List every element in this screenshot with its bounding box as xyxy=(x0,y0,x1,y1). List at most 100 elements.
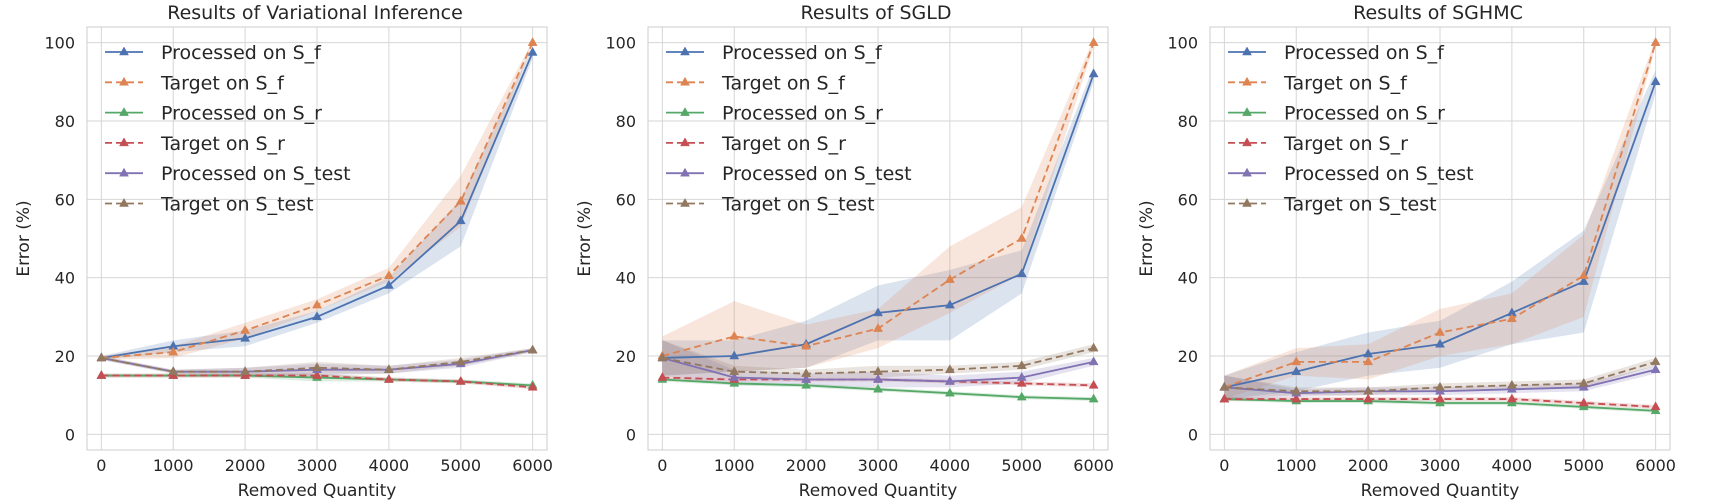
legend-marker xyxy=(1242,167,1252,177)
x-tick-label: 2000 xyxy=(1348,456,1389,475)
data-point xyxy=(873,373,883,383)
legend-label: Target on S_r xyxy=(1283,133,1408,155)
y-tick-label: 100 xyxy=(1167,34,1198,53)
data-point xyxy=(944,375,955,385)
y-tick-label: 20 xyxy=(616,347,636,366)
legend-marker xyxy=(1242,76,1252,86)
confidence-band-6 xyxy=(1224,357,1656,400)
y-tick-label: 60 xyxy=(1178,190,1198,209)
data-point xyxy=(383,279,394,289)
data-point xyxy=(1578,276,1589,285)
data-point xyxy=(1088,68,1099,78)
legend-label: Target on S_test xyxy=(721,194,875,216)
y-tick-label: 20 xyxy=(55,347,75,366)
x-tick-label: 6000 xyxy=(1635,456,1676,475)
data-point xyxy=(455,215,466,225)
data-point xyxy=(1435,326,1445,336)
y-tick-label: 80 xyxy=(55,112,75,131)
x-tick-label: 3000 xyxy=(858,456,899,475)
data-point xyxy=(240,332,251,342)
data-point xyxy=(729,372,740,381)
data-point xyxy=(657,372,668,381)
data-point xyxy=(1016,232,1027,242)
x-tick-label: 6000 xyxy=(512,456,553,475)
y-tick-label: 0 xyxy=(65,425,75,444)
data-point xyxy=(527,46,538,56)
data-point xyxy=(873,323,883,332)
y-tick-label: 40 xyxy=(1178,269,1198,288)
data-point xyxy=(455,375,466,385)
x-tick-label: 6000 xyxy=(1073,456,1114,475)
confidence-band-4 xyxy=(1224,397,1656,409)
legend-label: Target on S_test xyxy=(1283,194,1437,216)
data-point xyxy=(729,330,740,340)
legend-marker xyxy=(1242,107,1252,116)
legend-marker xyxy=(680,76,690,86)
data-point xyxy=(240,325,251,334)
data-point xyxy=(944,274,955,283)
data-point xyxy=(1219,381,1230,391)
confidence-band-2 xyxy=(662,38,1094,376)
x-tick-label: 4000 xyxy=(369,456,410,475)
data-point xyxy=(1578,270,1589,279)
y-tick-label: 40 xyxy=(616,269,636,288)
data-point xyxy=(455,195,466,205)
subplot-1: 0 1000 2000 3000 4000 5000 6000 0 20 40 60 80 100 Res… xyxy=(14,2,553,501)
data-point xyxy=(1506,379,1517,389)
data-point xyxy=(1219,393,1230,403)
data-point xyxy=(455,356,466,366)
legend-marker xyxy=(680,107,690,116)
data-point xyxy=(1291,356,1302,366)
data-point xyxy=(1016,360,1027,370)
data-point xyxy=(383,364,394,373)
data-point xyxy=(312,311,322,321)
y-tick-label: 60 xyxy=(616,190,636,209)
legend-label: Processed on S_f xyxy=(1284,42,1445,64)
legend-label: Processed on S_r xyxy=(1284,103,1445,125)
data-point xyxy=(1578,397,1589,407)
subplot-3: 0 1000 2000 3000 4000 5000 6000 0 20 40 60 80 100 Res… xyxy=(1137,2,1676,501)
confidence-band-5 xyxy=(1224,365,1656,400)
data-point xyxy=(1650,76,1661,86)
data-point xyxy=(801,379,812,389)
legend-label: Processed on S_f xyxy=(722,42,883,64)
data-point xyxy=(944,299,955,309)
data-point xyxy=(1650,37,1661,46)
chart-title: Results of SGHMC xyxy=(1353,2,1523,24)
chart-title: Results of SGLD xyxy=(801,2,952,24)
x-tick-label: 0 xyxy=(657,456,667,475)
data-point xyxy=(1088,379,1099,389)
x-tick-label: 3000 xyxy=(297,456,338,475)
legend-marker xyxy=(119,197,129,207)
x-tick-label: 5000 xyxy=(1001,456,1042,475)
legend-marker xyxy=(119,137,129,147)
legend-label: Target on S_r xyxy=(721,133,846,155)
x-tick-label: 4000 xyxy=(930,456,971,475)
data-point xyxy=(1291,385,1302,395)
data-point xyxy=(801,373,812,383)
data-point xyxy=(1435,393,1445,403)
plot-frame xyxy=(1209,26,1671,451)
data-point xyxy=(1363,393,1374,403)
legend-marker xyxy=(1242,137,1252,147)
x-tick-label: 1000 xyxy=(1276,456,1317,475)
plot-frame xyxy=(647,26,1109,451)
data-point xyxy=(1506,393,1517,403)
data-point xyxy=(801,340,812,350)
x-tick-label: 1000 xyxy=(714,456,755,475)
x-tick-label: 4000 xyxy=(1492,456,1533,475)
data-point xyxy=(527,37,538,46)
x-tick-label: 5000 xyxy=(1563,456,1604,475)
data-point xyxy=(801,368,812,377)
y-axis-label: Error (%) xyxy=(575,200,595,276)
y-tick-label: 60 xyxy=(55,190,75,209)
data-point xyxy=(1088,393,1099,403)
legend-label: Target on S_f xyxy=(160,72,285,94)
data-point xyxy=(168,366,179,375)
data-point xyxy=(96,352,107,362)
legend-marker xyxy=(680,167,690,177)
confidence-band-1 xyxy=(662,66,1094,376)
confidence-band-5 xyxy=(662,340,1094,388)
legend-label: Processed on S_r xyxy=(161,103,322,125)
data-point xyxy=(1363,385,1374,395)
